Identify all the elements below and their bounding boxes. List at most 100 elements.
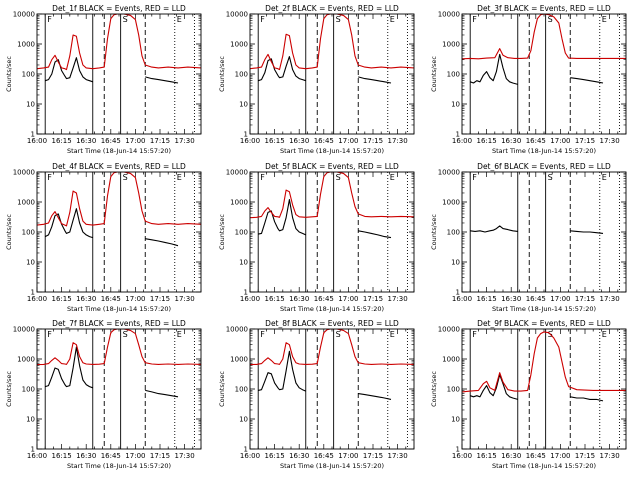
y-tick-label: 10 xyxy=(451,259,460,267)
y-tick-label: 10000 xyxy=(438,11,460,19)
event-marker-label: S xyxy=(336,330,341,339)
detector-panel-8: Det_8f BLACK = Events, RED = LLD Counts/s… xyxy=(218,319,415,470)
y-tick-label: 1 xyxy=(244,446,248,454)
x-tick-label: 16:15 xyxy=(477,137,497,145)
x-tick-label: 17:15 xyxy=(575,137,595,145)
x-tick-label: 17:15 xyxy=(575,452,595,460)
y-tick-label: 10000 xyxy=(438,169,460,177)
y-tick-label: 10 xyxy=(239,101,248,109)
plot-frame xyxy=(249,13,415,135)
plot-frame xyxy=(461,13,627,135)
x-tick-label: 16:30 xyxy=(289,295,309,303)
y-tick-label: 10 xyxy=(239,259,248,267)
y-tick-label: 1000 xyxy=(17,41,35,49)
x-axis-label: Start Time (18-Jun-14 15:57:20) xyxy=(280,462,384,470)
event-marker-label: F xyxy=(47,330,52,339)
series-group xyxy=(37,329,201,398)
event-marker-label: F xyxy=(472,330,477,339)
events-series-line xyxy=(358,393,392,400)
events-series-line xyxy=(145,76,179,84)
lld-series-line xyxy=(37,14,201,71)
y-axis-label: Counts/sec xyxy=(5,214,13,250)
y-axis-label: Counts/sec xyxy=(430,56,438,92)
x-tick-label: 17:00 xyxy=(550,452,570,460)
plot-frame xyxy=(36,171,202,293)
x-tick-label: 17:00 xyxy=(550,295,570,303)
x-tick-label: 17:15 xyxy=(363,452,383,460)
x-tick-label: 17:30 xyxy=(388,295,408,303)
y-tick-label: 1 xyxy=(456,131,460,139)
lld-series-line xyxy=(250,329,414,366)
event-marker-label: E xyxy=(602,173,607,182)
x-axis-label: Start Time (18-Jun-14 15:57:20) xyxy=(492,462,596,470)
x-tick-label: 16:30 xyxy=(289,137,309,145)
events-series-line xyxy=(258,350,307,392)
lld-series-line xyxy=(37,172,201,227)
y-tick-label: 10 xyxy=(26,416,35,424)
series-group xyxy=(250,329,414,400)
series-group xyxy=(37,172,201,247)
lld-series-line xyxy=(250,14,414,71)
y-tick-label: 10000 xyxy=(226,326,248,334)
detector-panel-7: Det_7f BLACK = Events, RED = LLD Counts/s… xyxy=(5,319,202,470)
series-group xyxy=(462,14,626,85)
x-tick-label: 17:30 xyxy=(600,452,620,460)
y-tick-label: 1000 xyxy=(230,356,248,364)
plot-frame xyxy=(36,328,202,450)
panel-title: Det_1f BLACK = Events, RED = LLD xyxy=(52,4,186,13)
y-tick-label: 1 xyxy=(31,289,35,297)
x-tick-label: 16:00 xyxy=(27,137,47,145)
y-tick-label: 10000 xyxy=(13,169,35,177)
x-tick-label: 16:15 xyxy=(52,452,72,460)
y-tick-label: 100 xyxy=(235,71,248,79)
x-tick-label: 16:45 xyxy=(314,452,334,460)
detector-panel-1: Det_1f BLACK = Events, RED = LLD Counts/s… xyxy=(5,4,202,155)
x-tick-label: 16:00 xyxy=(452,452,472,460)
panel-title: Det_3f BLACK = Events, RED = LLD xyxy=(477,4,611,13)
y-tick-label: 10000 xyxy=(438,326,460,334)
y-tick-label: 1 xyxy=(31,131,35,139)
y-tick-label: 100 xyxy=(447,229,460,237)
x-tick-label: 17:30 xyxy=(388,137,408,145)
plot-frame xyxy=(249,171,415,293)
event-marker-label: E xyxy=(177,330,182,339)
y-tick-label: 100 xyxy=(22,71,35,79)
y-tick-label: 100 xyxy=(22,386,35,394)
panel-title: Det_5f BLACK = Events, RED = LLD xyxy=(265,162,399,171)
y-tick-label: 1 xyxy=(456,446,460,454)
y-tick-label: 10000 xyxy=(226,169,248,177)
x-axis-label: Start Time (18-Jun-14 15:57:20) xyxy=(280,305,384,313)
series-group xyxy=(37,14,201,84)
x-tick-label: 17:15 xyxy=(363,137,383,145)
x-tick-label: 16:00 xyxy=(240,137,260,145)
y-tick-label: 10000 xyxy=(226,11,248,19)
event-marker-label: S xyxy=(123,173,128,182)
events-series-line xyxy=(44,208,93,239)
x-tick-label: 16:00 xyxy=(240,295,260,303)
x-tick-label: 17:15 xyxy=(575,295,595,303)
detector-panel-9: Det_9f BLACK = Events, RED = LLD Counts/s… xyxy=(430,319,627,470)
event-marker-label: E xyxy=(390,330,395,339)
events-series-line xyxy=(470,53,518,85)
series-group xyxy=(462,331,626,402)
x-tick-label: 16:45 xyxy=(314,295,334,303)
x-tick-label: 16:30 xyxy=(501,137,521,145)
x-tick-label: 16:45 xyxy=(526,137,546,145)
event-marker-label: F xyxy=(47,173,52,182)
y-tick-label: 10000 xyxy=(13,326,35,334)
y-tick-label: 10 xyxy=(26,101,35,109)
x-axis-label: Start Time (18-Jun-14 15:57:20) xyxy=(280,147,384,155)
y-tick-label: 1 xyxy=(31,446,35,454)
panel-title: Det_4f BLACK = Events, RED = LLD xyxy=(52,162,186,171)
event-marker-label: E xyxy=(177,173,182,182)
x-tick-label: 16:45 xyxy=(101,137,121,145)
y-tick-label: 1000 xyxy=(230,199,248,207)
x-tick-label: 16:15 xyxy=(265,137,285,145)
x-axis-label: Start Time (18-Jun-14 15:57:20) xyxy=(67,462,171,470)
series-group xyxy=(470,225,604,234)
y-tick-label: 1 xyxy=(456,289,460,297)
y-tick-label: 1000 xyxy=(230,41,248,49)
events-series-line xyxy=(358,76,392,84)
x-axis-label: Start Time (18-Jun-14 15:57:20) xyxy=(67,305,171,313)
x-tick-label: 16:15 xyxy=(265,452,285,460)
